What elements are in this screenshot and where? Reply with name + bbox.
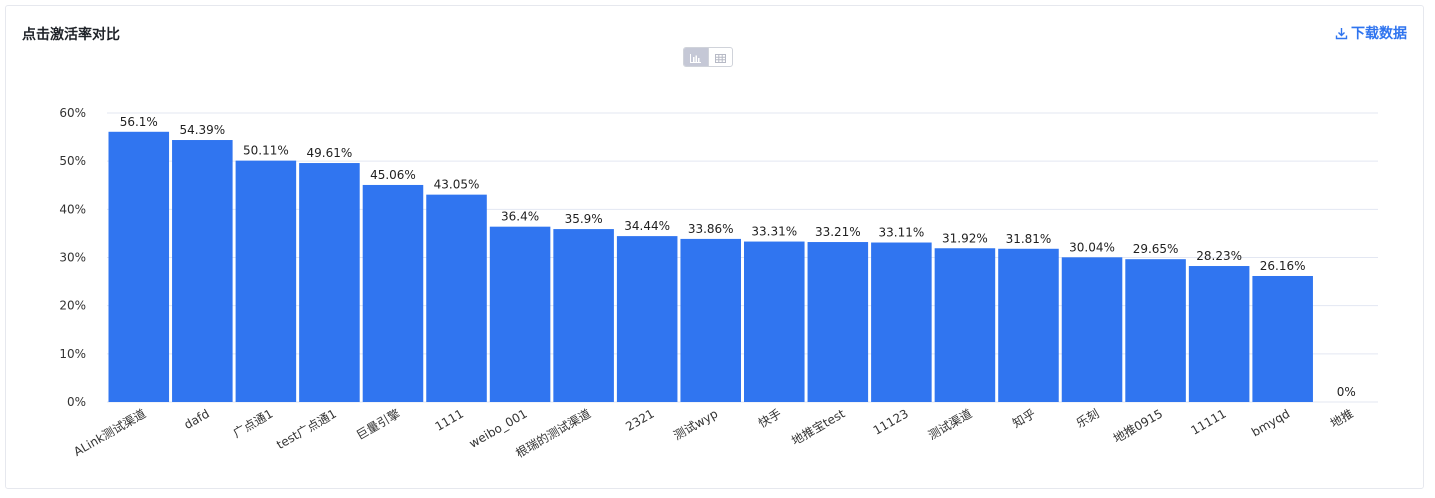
bar	[108, 131, 170, 402]
bar	[1252, 275, 1313, 402]
bar	[553, 229, 614, 402]
bar	[1188, 266, 1250, 402]
bar	[489, 226, 551, 402]
bar	[1125, 259, 1186, 402]
bar	[680, 238, 741, 402]
value-label: 33.31%	[751, 225, 797, 239]
value-label: 33.21%	[815, 225, 861, 239]
bar	[235, 160, 297, 402]
bar	[362, 184, 424, 402]
table-grid-icon	[714, 48, 726, 66]
bar	[1061, 257, 1123, 402]
x-tick-label: bmyqd	[1249, 406, 1292, 439]
x-tick-label: 快手	[756, 406, 784, 430]
y-tick-label: 50%	[59, 154, 86, 168]
x-tick-label: dafd	[182, 406, 212, 432]
bar	[172, 140, 233, 403]
bar	[871, 242, 932, 402]
value-label: 31.81%	[1006, 232, 1052, 246]
value-label: 28.23%	[1196, 249, 1242, 263]
x-tick-label: 巨量引擎	[353, 406, 402, 443]
view-toggle	[683, 47, 733, 67]
x-tick-label: 2321	[623, 406, 656, 433]
x-tick-label: 1111	[433, 406, 466, 433]
value-label: 0%	[1337, 385, 1356, 399]
x-tick-label: 地推0915	[1111, 406, 1165, 445]
x-tick-label: 地推	[1328, 406, 1356, 430]
value-label: 33.86%	[688, 222, 734, 236]
bar-chart-icon	[690, 48, 702, 66]
download-label: 下载数据	[1351, 26, 1407, 42]
value-label: 54.39%	[179, 123, 225, 137]
value-label: 56.1%	[120, 115, 158, 129]
bar	[934, 248, 996, 402]
chart-title: 点击激活率对比	[22, 27, 120, 43]
y-tick-label: 60%	[59, 106, 86, 120]
bar	[807, 242, 869, 402]
table-view-button[interactable]	[707, 48, 733, 66]
value-label: 34.44%	[624, 219, 670, 233]
value-label: 50.11%	[243, 144, 289, 158]
bar	[426, 194, 487, 402]
x-tick-label: 测试渠道	[925, 406, 974, 443]
value-label: 45.06%	[370, 168, 416, 182]
value-label: 36.4%	[501, 210, 539, 224]
y-tick-label: 10%	[59, 347, 86, 361]
value-label: 49.61%	[307, 146, 353, 160]
bar-chart-view-button[interactable]	[684, 48, 708, 66]
value-label: 30.04%	[1069, 240, 1115, 254]
x-tick-label: 乐刻	[1074, 406, 1102, 430]
x-tick-label: 11123	[871, 406, 911, 437]
y-tick-label: 20%	[59, 299, 86, 313]
value-label: 26.16%	[1260, 259, 1306, 273]
bar	[299, 163, 360, 402]
value-label: 29.65%	[1133, 242, 1179, 256]
y-tick-label: 30%	[59, 251, 86, 265]
download-data-button[interactable]: 下载数据	[1335, 23, 1407, 43]
y-tick-label: 40%	[59, 202, 86, 216]
bar	[616, 236, 678, 402]
x-tick-label: 测试wyp	[671, 406, 721, 443]
y-tick-label: 0%	[67, 395, 86, 409]
bar	[744, 241, 805, 402]
value-label: 31.92%	[942, 231, 988, 245]
x-tick-label: 广点通1	[231, 406, 276, 440]
download-icon	[1335, 27, 1348, 40]
x-tick-label: ALink测试渠道	[71, 406, 148, 459]
value-label: 33.11%	[878, 226, 924, 240]
value-label: 35.9%	[565, 212, 603, 226]
x-tick-label: test广点通1	[274, 406, 339, 451]
x-tick-label: 11111	[1189, 406, 1229, 437]
x-tick-label: 地推宝test	[789, 406, 847, 448]
value-label: 43.05%	[434, 178, 480, 192]
bar	[998, 248, 1059, 402]
x-tick-label: 知乎	[1010, 406, 1038, 430]
